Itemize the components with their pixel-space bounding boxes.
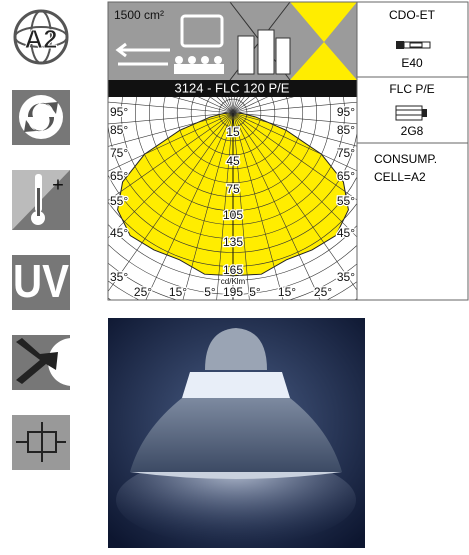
icon-energy: A2	[12, 6, 70, 68]
lamp-socket: 2G8	[401, 124, 424, 138]
lamp-code: FLC P/E	[389, 82, 434, 96]
diagram-label: 55°	[337, 194, 355, 208]
icon-relay	[12, 415, 70, 470]
product-photo	[108, 318, 365, 548]
diagram-label: 135	[223, 235, 243, 249]
diagram-label: 105	[223, 208, 243, 222]
datasheet: A2 + UV 1500 cm²	[0, 0, 469, 550]
diagram-label: 95°	[110, 105, 128, 119]
diagram-header: 1500 cm²	[108, 2, 357, 80]
diagram-label: 35°	[110, 270, 128, 284]
diagram-label: 45°	[337, 226, 355, 240]
diagram-label: 195	[223, 285, 243, 299]
diagram-label: 75°	[337, 146, 355, 160]
consumption-label: CONSUMP.	[374, 152, 437, 166]
diagram-label: 95°	[337, 105, 355, 119]
icon-impact	[12, 335, 96, 390]
diagram-title: 3124 - FLC 120 P/E	[175, 80, 290, 95]
icon-uv: UV	[12, 255, 70, 310]
diagram-label: 85°	[337, 123, 355, 137]
diagram-label: 5°	[204, 285, 216, 299]
diagram-label: 15°	[169, 285, 187, 299]
temperature-symbol: +	[52, 174, 64, 196]
diagram-label: 15°	[278, 285, 296, 299]
icon-temperature: +	[12, 170, 70, 230]
diagram-label: 85°	[110, 123, 128, 137]
diagram-label: 65°	[337, 169, 355, 183]
diagram-label: 165	[223, 263, 243, 277]
lamp-icon	[396, 41, 430, 49]
lamp-socket: E40	[401, 56, 423, 70]
lamp-panel: CDO-ET E40 FLC P/E 2G8 CONSUMP. CELL=A2	[357, 8, 468, 184]
diagram-label: 75°	[110, 146, 128, 160]
lamp-icon	[396, 106, 427, 120]
energy-class: A2	[24, 24, 57, 54]
page: A2 + UV 1500 cm²	[0, 0, 469, 550]
diagram-label: 15	[226, 125, 240, 139]
diagram-label: 45°	[110, 226, 128, 240]
uv-label: UV	[13, 255, 69, 307]
diagram-label: 65°	[110, 169, 128, 183]
diagram-label: cd/Klm	[221, 277, 246, 286]
diagram-label: 45	[226, 154, 240, 168]
area-label: 1500 cm²	[114, 8, 164, 22]
icon-recycle	[12, 90, 70, 145]
lamp-code: CDO-ET	[389, 8, 436, 22]
diagram-label: 35°	[337, 270, 355, 284]
diagram-label: 5°	[249, 285, 261, 299]
diagram-label: 25°	[134, 285, 152, 299]
diagram-label: 75	[226, 182, 240, 196]
diagram-label: 25°	[314, 285, 332, 299]
diagram-label: 55°	[110, 194, 128, 208]
consumption-cell: CELL=A2	[374, 170, 426, 184]
